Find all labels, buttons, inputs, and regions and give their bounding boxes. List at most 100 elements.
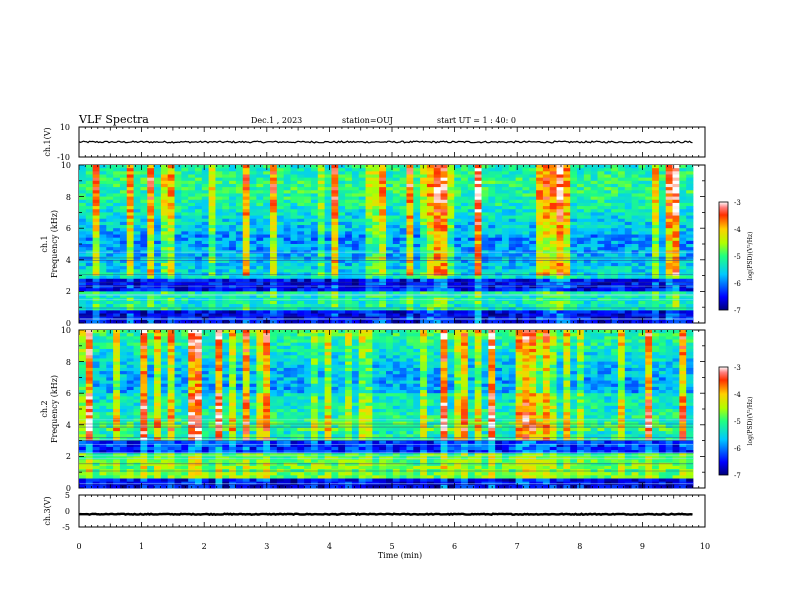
spectrogram-cell — [276, 300, 285, 305]
spectrogram-cell — [92, 244, 100, 248]
spectrogram-cell — [85, 171, 94, 175]
spectrogram-cell — [495, 275, 503, 280]
spectrogram-cell — [420, 300, 428, 305]
spectrogram-cell — [556, 193, 564, 197]
spectrogram-cell — [488, 221, 496, 226]
spectrogram-cell — [467, 269, 476, 273]
spectrogram-cell — [467, 212, 476, 216]
spectrogram-cell — [119, 240, 128, 245]
spectrogram-cell — [420, 310, 428, 314]
spectrogram-cell — [611, 196, 619, 201]
spectrogram-cell — [181, 291, 189, 295]
spectrogram-cell — [672, 339, 680, 344]
spectrogram-cell — [563, 225, 571, 229]
spectrogram-cell — [413, 275, 421, 280]
spectrogram-cell — [631, 278, 639, 283]
spectrogram-cell — [222, 180, 230, 185]
spectrogram-cell — [160, 285, 169, 289]
spectrogram-cell — [208, 278, 216, 283]
spectrogram-cell — [297, 342, 305, 347]
spectrogram-cell — [317, 199, 325, 204]
spectrogram-cell — [106, 209, 114, 213]
spectrogram-cell — [351, 215, 360, 220]
spectrogram-cell — [426, 259, 435, 264]
spectrogram-cell — [386, 247, 394, 251]
spectrogram-cell — [365, 291, 373, 295]
spectrogram-cell — [406, 231, 414, 235]
spectrogram-cell — [590, 294, 598, 299]
spectrogram-cell — [310, 215, 319, 220]
spectrogram-cell — [549, 294, 557, 299]
spectrogram-cell — [167, 313, 175, 318]
spectrogram-cell — [297, 304, 305, 308]
spectrogram-cell — [174, 206, 182, 210]
spectrogram-cell — [563, 339, 571, 344]
spectrogram-cell — [583, 212, 592, 216]
spectrogram-cell — [160, 190, 169, 194]
spectrogram-cell — [433, 240, 441, 245]
spectrogram-cell — [447, 313, 455, 318]
spectrogram-cell — [154, 171, 162, 175]
spectrogram-cell — [249, 212, 257, 216]
spectrogram-cell — [140, 339, 148, 344]
spectrogram-cell — [461, 165, 469, 169]
spectrogram-cell — [154, 202, 162, 207]
spectrogram-cell — [454, 202, 462, 207]
spectrogram-cell — [331, 221, 339, 226]
ch1-waveform-panel: 10 -10 ch.1(V) — [43, 123, 706, 162]
spectrogram-cell — [154, 174, 162, 179]
spectrogram-cell — [242, 196, 250, 201]
spectrogram-cell — [126, 247, 134, 251]
spectrogram-cell — [406, 237, 414, 242]
spectrogram-cell — [399, 240, 407, 245]
spectrogram-cell — [617, 221, 626, 226]
spectrogram-cell — [147, 269, 155, 273]
spectrogram-cell — [577, 310, 585, 314]
spectrogram-cell — [604, 206, 612, 210]
spectrogram-cell — [379, 221, 387, 226]
spectrogram-cell — [256, 259, 264, 264]
spectrogram-cell — [652, 266, 660, 270]
spectrogram-cell — [426, 168, 435, 172]
spectrogram-cell — [242, 183, 250, 188]
spectrogram-cell — [270, 196, 278, 201]
spectrogram-cell — [263, 187, 271, 191]
spectrogram-cell — [679, 253, 687, 258]
spectrogram-cell — [304, 285, 312, 289]
spectrogram-cell — [188, 247, 196, 251]
spectrogram-cell — [665, 234, 673, 239]
spectrogram-cell — [229, 237, 237, 242]
spectrogram-cell — [433, 285, 441, 289]
spectrogram-cell — [270, 307, 278, 311]
spectrogram-cell — [229, 165, 237, 169]
spectrogram-cell — [474, 259, 482, 264]
spectrogram-cell — [85, 275, 94, 280]
spectrogram-cell — [208, 183, 216, 188]
spectrogram-cell — [611, 333, 619, 337]
spectrogram-cell — [379, 333, 387, 337]
spectrogram-cell — [420, 183, 428, 188]
spectrogram-cell — [79, 177, 87, 182]
spectrogram-cell — [119, 288, 128, 292]
spectrogram-cell — [351, 285, 360, 289]
spectrogram-cell — [515, 225, 523, 229]
spectrogram-cell — [406, 342, 414, 347]
spectrogram-cell — [235, 336, 244, 340]
spectrogram-cell — [365, 269, 373, 273]
spectrogram-cell — [420, 247, 428, 251]
spectrogram-cell — [556, 244, 564, 248]
spectrogram-cell — [420, 193, 428, 197]
spectrogram-cell — [201, 221, 210, 226]
spectrogram-cell — [386, 171, 394, 175]
spectrogram-cell — [583, 231, 592, 235]
spectrogram-cell — [167, 228, 175, 232]
spectrogram-cell — [679, 275, 687, 280]
spectrogram-cell — [85, 237, 94, 242]
spectrogram-cell — [433, 336, 441, 340]
spectrogram-cell — [92, 177, 100, 182]
spectrogram-cell — [201, 202, 210, 207]
spectrogram-cell — [665, 291, 673, 295]
spectrogram-cell — [229, 174, 237, 179]
spectrogram-cell — [147, 262, 155, 267]
spectrogram-cell — [420, 190, 428, 194]
